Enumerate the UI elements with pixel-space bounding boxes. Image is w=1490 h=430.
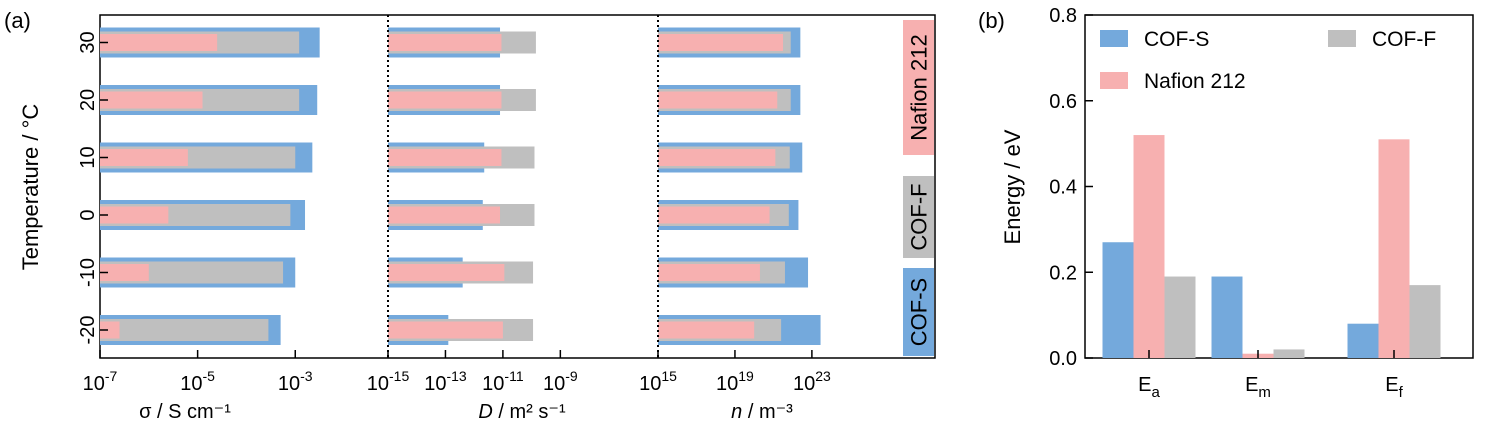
a-xtick-label: 1015 [639,368,677,395]
a-series-label-box [903,176,934,258]
a-bar-nafion-212 [100,91,203,109]
a-bar-nafion-212 [100,34,218,51]
b-bar-nafion-212 [1378,139,1410,358]
b-ytick-label: 0.6 [1049,91,1077,113]
panel-b-label: (b) [978,8,1005,33]
a-bar-nafion-212 [658,149,776,166]
a-ytick-label: 10 [77,146,99,168]
a-series-label: Nafion 212 [907,34,932,140]
a-ytick-label: -20 [77,316,99,345]
b-bar-cof-s [1211,276,1243,358]
a-xtick-label: 10-3 [278,368,313,395]
b-xtick-label: Ef [1385,374,1403,401]
b-bar-cof-f [1164,276,1196,358]
a-ytick-label: -10 [77,258,99,287]
a-xlabel: σ / S cm⁻¹ [139,401,231,423]
b-xtick-label: Em [1245,374,1271,401]
panel-a-frame [99,14,936,359]
a-bar-nafion-212 [388,264,505,281]
b-legend-swatch [1328,30,1356,47]
a-xtick-label: 10-9 [543,368,578,395]
panel-b-ylabel: Energy / eV [1000,129,1025,244]
a-series-label: COF-S [907,278,932,346]
b-bar-cof-s [1102,242,1134,358]
a-xlabel: D / m² s⁻¹ [478,401,566,423]
a-xtick-label: 1023 [793,368,831,395]
panel-b-axes: 0.0 0.2 0.4 0.6 0.8 Ea Em Ef [1049,5,1403,401]
a-bar-nafion-212 [388,321,503,339]
b-legend-label: COF-S [1144,28,1209,51]
a-bar-nafion-212 [388,91,502,109]
b-xtick-label: Ea [1138,374,1160,401]
a-bar-nafion-212 [100,206,169,224]
a-series-label: COF-F [907,183,932,250]
b-ytick-label: 0.0 [1049,348,1077,370]
a-xtick-label: 10-5 [180,368,215,395]
panel-a-bars [100,27,821,345]
a-bar-nafion-212 [100,149,188,166]
a-xtick-label: 10-11 [482,368,524,395]
panel-b: Energy / eV 0.00.20.40.60.8Ea Em Ef COF-S C… [1000,5,1474,401]
a-bar-nafion-212 [658,264,760,281]
a-bar-cof-f [100,319,269,341]
a-bar-nafion-212 [388,34,502,51]
b-legend-swatch [1100,72,1128,89]
a-bar-nafion-212 [388,206,501,224]
a-xlabel: n / m⁻³ [731,401,793,423]
panel-a-axes: -20 -10 0 10 20 30 10-7 10-5 10-3 σ / S cm⁻¹ 10-15… [77,15,831,423]
b-bar-nafion-212 [1133,135,1165,358]
b-ytick-label: 0.8 [1049,5,1077,27]
b-legend-label: Nafion 212 [1144,70,1246,93]
b-bar-cof-f [1273,349,1305,358]
a-bar-nafion-212 [658,34,784,51]
b-bar-cof-s [1347,323,1379,358]
b-bar-cof-f [1409,285,1441,358]
panel-a: Temperature / °C -20 -10 0 10 20 30 10-7 10-5 10… [18,14,936,423]
a-xtick-label: 1019 [716,368,754,395]
a-bar-nafion-212 [100,264,149,281]
a-bar-nafion-212 [100,321,120,339]
panel-b-legend: COF-S COF-F Nafion 212 [1100,28,1436,93]
a-bar-nafion-212 [658,91,778,109]
a-ytick-label: 20 [77,89,99,111]
panel-a-label: (a) [4,8,31,33]
b-legend-label: COF-F [1372,28,1436,51]
b-ytick-label: 0.4 [1049,177,1077,199]
a-ytick-label: 30 [77,31,99,53]
a-xtick-label: 10-13 [424,368,467,395]
b-legend-swatch [1100,30,1128,47]
a-bar-nafion-212 [388,149,502,166]
panel-b-bars [1102,135,1441,358]
a-xtick-label: 10-7 [83,368,118,395]
a-ytick-label: 0 [77,209,99,220]
a-bar-nafion-212 [658,321,755,339]
panel-a-ylabel: Temperature / °C [18,104,43,271]
a-series-label-box [903,20,934,155]
b-ytick-label: 0.2 [1049,262,1077,284]
a-bar-nafion-212 [658,206,770,224]
panel-a-vertical-labels: COF-S COF-F Nafion 212 [903,20,934,356]
a-xtick-label: 10-15 [367,368,410,395]
a-series-label-box [903,268,934,356]
